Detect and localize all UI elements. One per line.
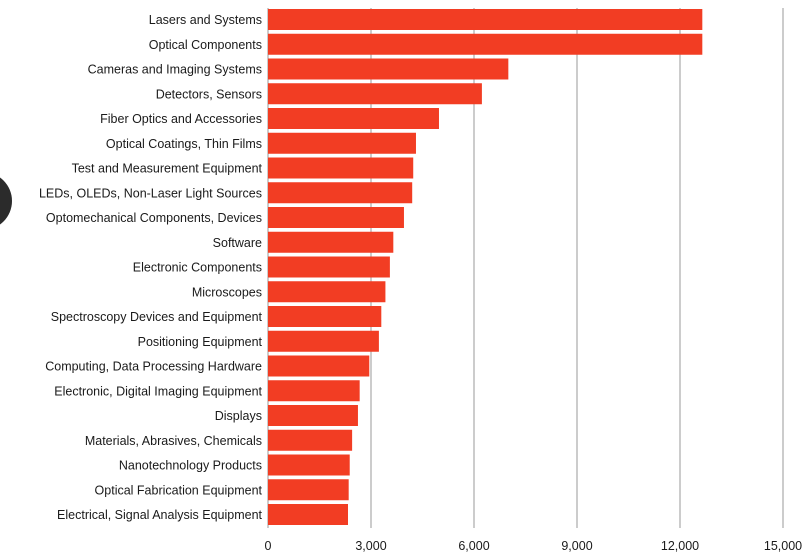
bar [268, 182, 413, 204]
x-tick-label: 6,000 [458, 539, 489, 553]
bar [268, 9, 703, 30]
bar [268, 207, 404, 228]
category-label: Optical Coatings, Thin Films [106, 137, 262, 151]
category-label: Positioning Equipment [138, 335, 263, 349]
category-label: Optical Components [149, 38, 262, 52]
x-tick-label: 9,000 [561, 539, 592, 553]
bar [268, 479, 349, 501]
bar [268, 355, 370, 377]
category-label: Electrical, Signal Analysis Equipment [57, 508, 262, 522]
category-label: LEDs, OLEDs, Non-Laser Light Sources [39, 186, 262, 200]
bar [268, 256, 390, 278]
bar [268, 504, 348, 525]
category-label: Test and Measurement Equipment [72, 162, 263, 176]
bar [268, 330, 379, 352]
bar [268, 380, 360, 402]
bar [268, 132, 416, 154]
category-label: Detectors, Sensors [156, 87, 262, 101]
bar [268, 429, 353, 451]
category-label: Microscopes [192, 285, 262, 299]
bar [268, 83, 482, 105]
category-label: Optical Fabrication Equipment [95, 483, 263, 497]
bar [268, 281, 386, 303]
category-label: Electronic, Digital Imaging Equipment [54, 384, 262, 398]
bar [268, 33, 703, 55]
bars [268, 9, 703, 525]
bar [268, 306, 382, 327]
category-label: Cameras and Imaging Systems [88, 63, 262, 77]
x-tick-label: 3,000 [355, 539, 386, 553]
x-tick-label: 0 [265, 539, 272, 553]
bar [268, 157, 414, 179]
x-axis-tick-labels: 0 3,000 6,000 9,000 12,000 15,000 [265, 539, 803, 553]
bar [268, 108, 439, 129]
bar [268, 454, 350, 476]
category-label: Lasers and Systems [149, 13, 262, 27]
bar [268, 231, 394, 253]
bar [268, 405, 358, 426]
category-label: Displays [215, 409, 262, 423]
category-label: Electronic Components [133, 261, 262, 275]
category-label: Nanotechnology Products [119, 459, 262, 473]
x-tick-label: 15,000 [764, 539, 802, 553]
bar [268, 58, 509, 80]
x-tick-label: 12,000 [661, 539, 699, 553]
category-labels: Lasers and Systems Optical Components Came… [39, 13, 263, 522]
category-label: Optomechanical Components, Devices [46, 211, 262, 225]
category-label: Fiber Optics and Accessories [100, 112, 262, 126]
category-label: Materials, Abrasives, Chemicals [85, 434, 262, 448]
category-label: Software [213, 236, 262, 250]
category-label: Computing, Data Processing Hardware [45, 360, 262, 374]
category-label: Spectroscopy Devices and Equipment [51, 310, 263, 324]
